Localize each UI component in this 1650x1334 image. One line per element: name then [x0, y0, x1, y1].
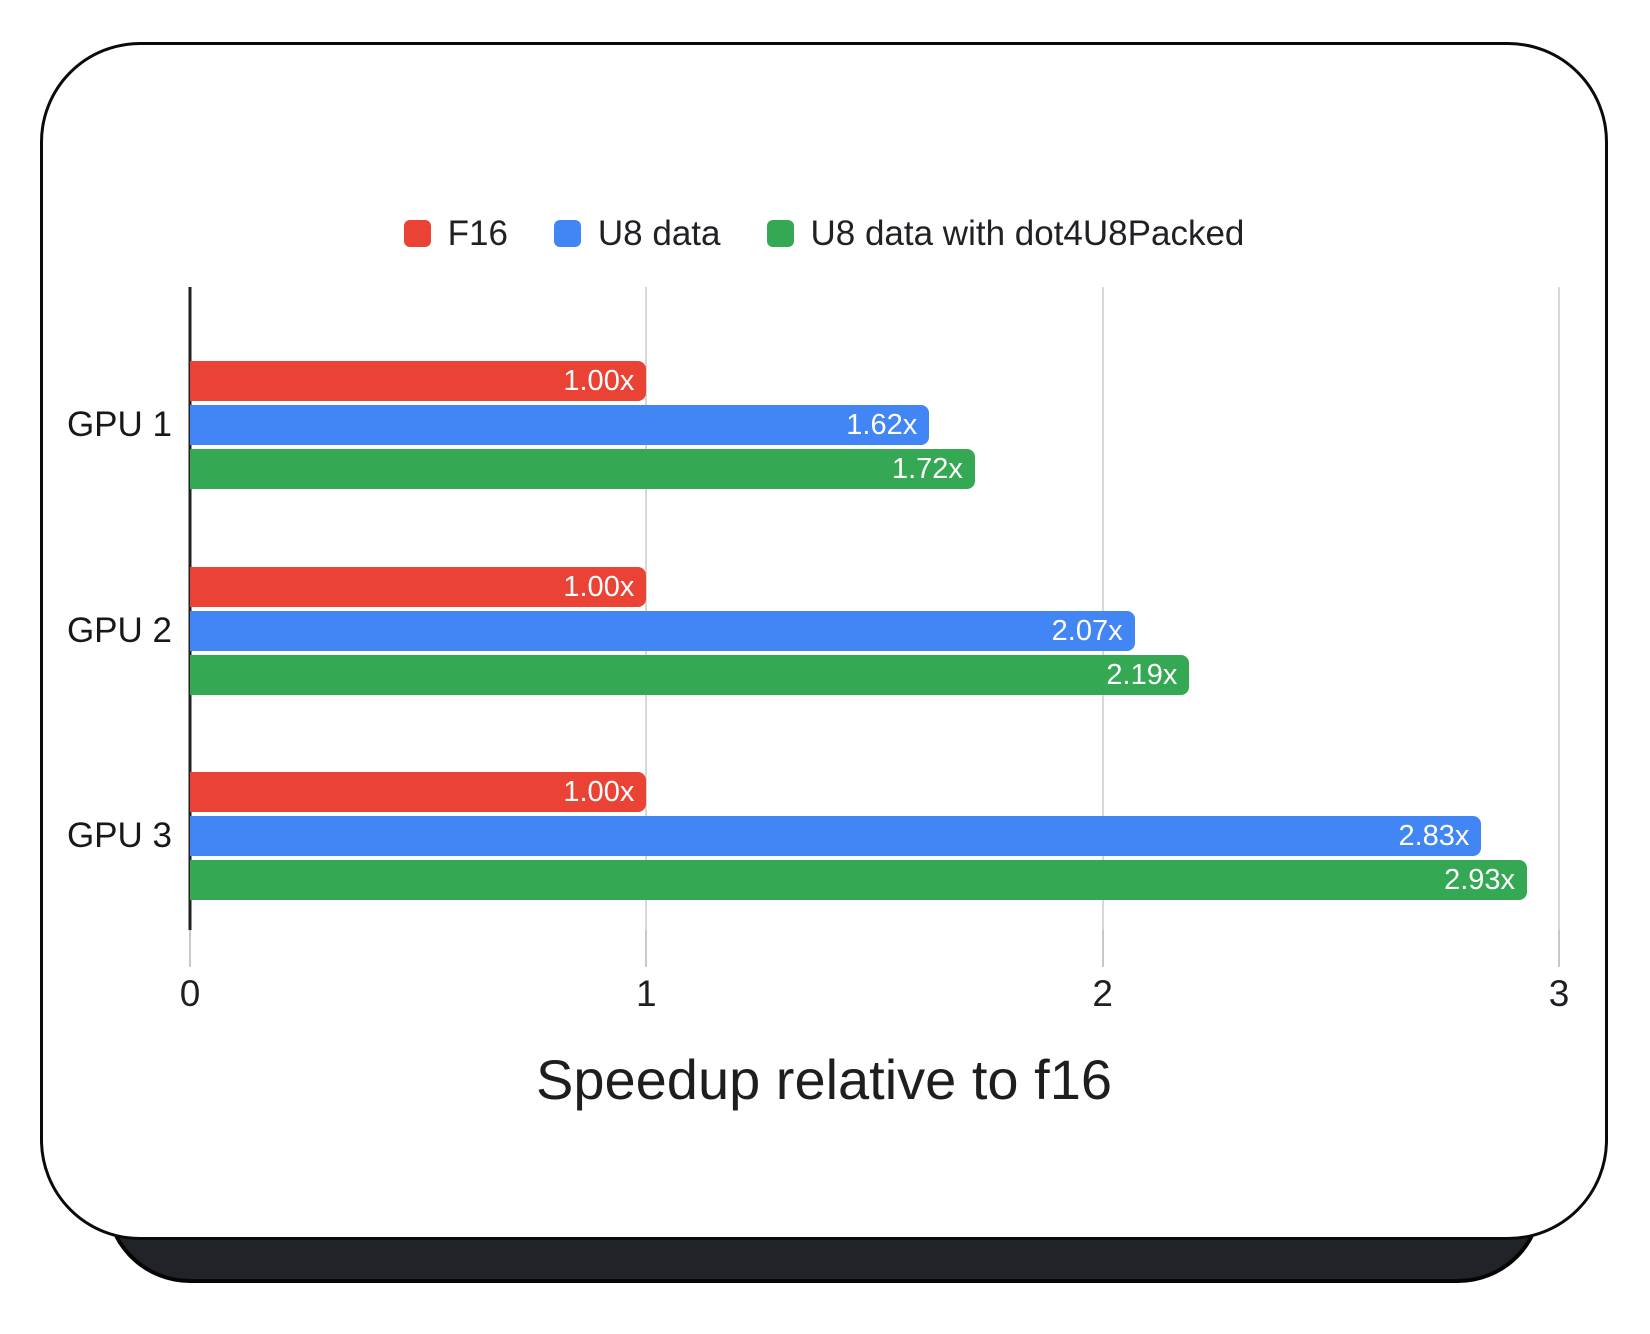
x-tick-label-0: 0 [179, 973, 201, 1014]
gridline-2 [1101, 287, 1104, 930]
bar-gpu-2-u8-data-with-dot4u8packed: 2.19x [190, 655, 1190, 695]
legend-label: U8 data [597, 214, 721, 253]
legend-label: U8 data with dot4U8Packed [810, 214, 1245, 253]
bar-gpu-1-f16: 1.00x [190, 361, 647, 401]
bar-value-label: 1.62x [846, 408, 918, 441]
bar-gpu-3-f16: 1.00x [190, 772, 647, 812]
bar-value-label: 1.00x [563, 364, 635, 397]
bar-group-gpu-2: 1.00x 2.07x 2.19x [190, 567, 1559, 699]
x-tick-mark-2 [1101, 930, 1104, 967]
legend: F16 U8 data U8 data with dot4U8Packed [40, 216, 1608, 251]
x-tick-label-1: 1 [636, 973, 657, 1014]
x-tick-mark-1 [645, 930, 648, 967]
x-axis-title: Speedup relative to f16 [536, 1048, 1112, 1111]
gridline-3 [1558, 287, 1560, 930]
category-label-gpu-2: GPU 2 [66, 611, 172, 650]
bar-value-label: 1.00x [563, 570, 635, 603]
x-tick-label-2: 2 [1092, 973, 1113, 1014]
bar-gpu-3-u8-data: 2.83x [190, 816, 1482, 856]
bar-value-label: 2.93x [1444, 863, 1516, 896]
legend-color-swatch [553, 220, 581, 247]
x-tick-label-3: 3 [1548, 973, 1570, 1014]
bar-value-label: 2.83x [1398, 819, 1470, 852]
legend-item-f16: F16 [403, 214, 508, 253]
plot-area: 0 1 2 3 1.00x 1.62x 1.72x 1.00x 2.07x 2.19x 1.00x 2… [180, 287, 1569, 1012]
bar-gpu-2-u8-data: 2.07x [190, 611, 1135, 651]
legend-item-u8-data: U8 data [553, 214, 721, 253]
legend-color-swatch [766, 220, 794, 247]
bar-value-label: 1.00x [563, 775, 635, 808]
bar-group-gpu-3: 1.00x 2.83x 2.93x [190, 772, 1559, 904]
category-label-gpu-3: GPU 3 [66, 816, 172, 855]
x-tick-mark-0 [189, 930, 191, 967]
legend-color-swatch [403, 220, 431, 247]
bar-group-gpu-1: 1.00x 1.62x 1.72x [190, 361, 1559, 493]
category-label-gpu-1: GPU 1 [66, 405, 172, 444]
bar-gpu-1-u8-data-with-dot4u8packed: 1.72x [190, 449, 975, 489]
legend-item-u8-data-with-dot4u8packed: U8 data with dot4U8Packed [766, 214, 1245, 253]
legend-label: F16 [447, 214, 508, 253]
bar-value-label: 1.72x [891, 452, 963, 485]
bar-gpu-1-u8-data: 1.62x [190, 405, 930, 445]
bar-gpu-3-u8-data-with-dot4u8packed: 2.93x [190, 860, 1528, 900]
gridline-1 [645, 287, 648, 930]
x-tick-mark-3 [1558, 930, 1560, 967]
bar-value-label: 2.19x [1106, 658, 1178, 691]
axis-baseline [188, 287, 192, 930]
bar-value-label: 2.07x [1051, 614, 1123, 647]
bar-gpu-2-f16: 1.00x [190, 567, 647, 607]
